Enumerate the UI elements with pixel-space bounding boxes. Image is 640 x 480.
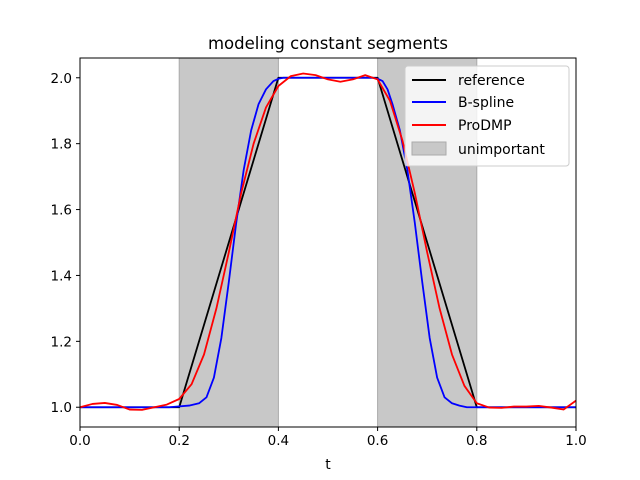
y-axis-ticks: 1.0 1.2 1.4 1.6 1.8 2.0 (51, 71, 80, 416)
legend-label-prodmp: ProDMP (458, 118, 512, 134)
series-line-prodmp (79, 72, 577, 411)
y-tick-label: 1.6 (51, 203, 72, 219)
x-tick-label: 0.6 (367, 433, 388, 449)
chart-title: modeling constant segments (208, 34, 448, 53)
plot-area (79, 72, 577, 411)
series-line-b-spline (80, 76, 576, 409)
x-tick-label: 0.2 (168, 433, 189, 449)
y-tick-label: 2.0 (51, 71, 72, 87)
legend: reference B-spline ProDMP unimportant (404, 65, 570, 167)
legend-label-unimportant: unimportant (458, 142, 545, 158)
x-axis-ticks: 0.0 0.2 0.4 0.6 0.8 1.0 (69, 427, 587, 449)
axes (79, 57, 577, 428)
y-tick-label: 1.0 (51, 400, 72, 416)
y-tick-label: 1.4 (51, 268, 72, 284)
x-tick-label: 1.0 (565, 433, 586, 449)
x-tick-label: 0.4 (268, 433, 289, 449)
y-tick-label: 1.2 (51, 334, 72, 350)
legend-box (404, 65, 570, 167)
legend-swatch-unimportant (411, 141, 447, 156)
y-tick-label: 1.8 (51, 137, 72, 153)
x-axis-label: t (325, 457, 331, 473)
x-tick-label: 0.0 (69, 433, 90, 449)
legend-label-bspline: B-spline (458, 95, 514, 111)
axes-frame (79, 57, 577, 428)
x-tick-label: 0.8 (466, 433, 487, 449)
legend-label-reference: reference (458, 73, 525, 89)
